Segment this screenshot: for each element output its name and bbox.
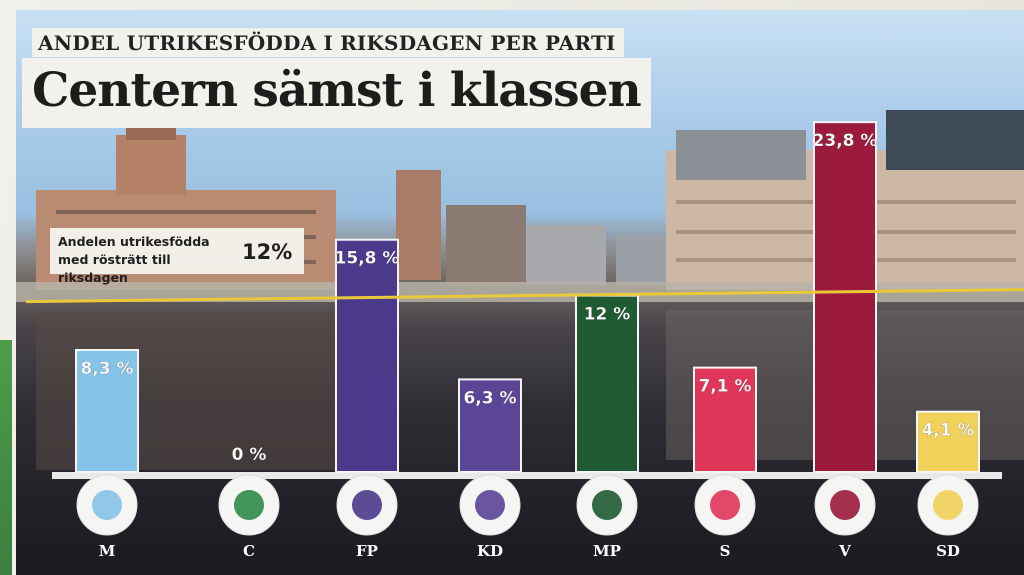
chart-title: Centern sämst i klassen: [22, 58, 651, 128]
bar-value-label-c: 0 %: [232, 445, 267, 465]
v-logo-icon-mark: [830, 490, 860, 520]
reference-label-line2: med rösträtt till riksdagen: [58, 252, 171, 285]
rose-icon-mark: [710, 490, 740, 520]
blue-anemone-icon-mark: [933, 490, 963, 520]
page-edge: [0, 340, 12, 575]
bar-value-label-mp: 12 %: [584, 305, 631, 325]
category-label-sd: SD: [936, 542, 960, 560]
chart-baseline: [52, 472, 1002, 479]
flower-cross-icon-mark: [475, 490, 505, 520]
bar-kd: [458, 378, 522, 474]
bar-fp: [335, 238, 399, 473]
reference-label-line1: Andelen utrikesfödda: [58, 234, 210, 249]
bar-value-label-v: 23,8 %: [813, 131, 878, 151]
reference-label: Andelen utrikesfödda med rösträtt till r…: [58, 233, 238, 287]
category-label-mp: MP: [593, 542, 621, 560]
bar-value-label-kd: 6,3 %: [463, 388, 516, 408]
cornflower-icon-mark: [352, 490, 382, 520]
category-label-s: S: [720, 542, 731, 560]
bar-sd: [916, 410, 980, 474]
category-label-fp: FP: [356, 542, 378, 560]
bar-s: [693, 366, 757, 474]
dandelion-icon-mark: [592, 490, 622, 520]
category-label-kd: KD: [477, 542, 503, 560]
category-label-v: V: [838, 542, 851, 560]
four-leaf-clover-icon-mark: [234, 490, 264, 520]
bar-mp: [575, 294, 639, 473]
bar-value-label-sd: 4,1 %: [921, 421, 974, 441]
reference-line: [25, 288, 1024, 304]
chart-subtitle: ANDEL UTRIKESFÖDDA I RIKSDAGEN PER PARTI: [32, 28, 624, 57]
bar-v: [813, 121, 877, 473]
nya-moderaterna-logo-icon-mark: [92, 490, 122, 520]
category-label-c: C: [243, 542, 255, 560]
bar-m: [75, 348, 139, 473]
reference-value: 12%: [242, 240, 293, 264]
bar-chart: 8,3 % M 0 % C 15,8 % FP 6,3 % KD 12 % MP 7,1 % S 23,…: [25, 121, 1024, 560]
bar-value-label-s: 7,1 %: [698, 377, 751, 397]
bar-value-label-fp: 15,8 %: [335, 249, 400, 269]
bar-value-label-m: 8,3 %: [80, 359, 133, 379]
category-label-m: M: [99, 542, 116, 560]
reference-label-box: Andelen utrikesfödda med rösträtt till r…: [50, 228, 304, 285]
